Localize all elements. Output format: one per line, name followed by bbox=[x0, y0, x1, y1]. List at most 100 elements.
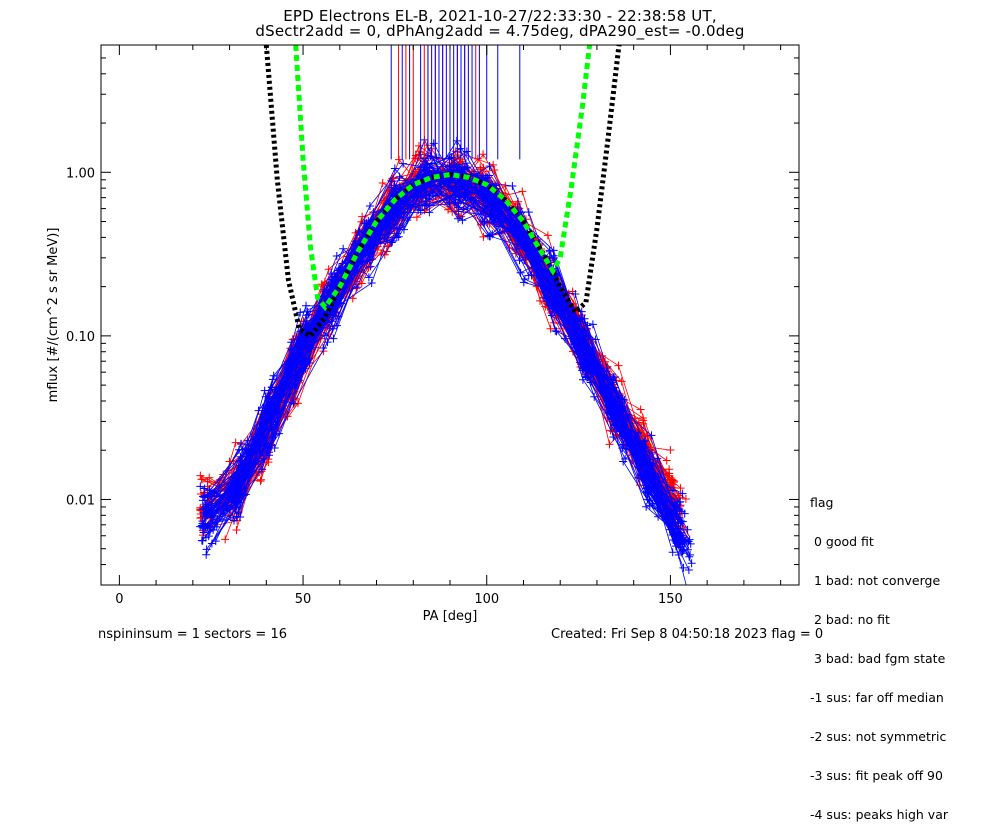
data-point bbox=[395, 203, 404, 212]
spectrum-line bbox=[208, 186, 681, 502]
spectrum-line bbox=[211, 185, 679, 518]
data-point bbox=[582, 357, 591, 366]
data-point bbox=[399, 159, 408, 168]
spectrum-line bbox=[202, 162, 677, 529]
spectrum-line bbox=[207, 178, 682, 544]
flag-legend: flag 0 good fit 1 bad: not converge 2 ba… bbox=[810, 470, 948, 834]
spectrum-line bbox=[213, 178, 678, 517]
data-point bbox=[485, 213, 494, 222]
data-point bbox=[621, 455, 630, 464]
spectrum-line bbox=[203, 170, 689, 550]
data-point bbox=[265, 407, 274, 416]
data-point bbox=[454, 203, 463, 212]
data-point bbox=[368, 255, 377, 264]
data-point bbox=[393, 229, 402, 238]
chart-plot: 0 50 100 150 0.01 0.10 1.00 PA [deg] mflux [#/… bbox=[46, 44, 800, 624]
legend-item: -1 sus: far off median bbox=[810, 690, 944, 705]
data-point bbox=[232, 512, 241, 521]
data-point bbox=[678, 489, 687, 498]
spectrum-line bbox=[211, 155, 676, 533]
data-point bbox=[489, 192, 498, 201]
data-point bbox=[296, 308, 305, 317]
data-point bbox=[681, 495, 690, 504]
spectrum-line bbox=[210, 160, 684, 528]
data-point bbox=[221, 535, 230, 544]
x-tick-label: 150 bbox=[658, 592, 683, 607]
footer-left: nspininsum = 1 sectors = 16 bbox=[98, 627, 287, 642]
data-point bbox=[365, 242, 374, 251]
data-point bbox=[653, 454, 662, 463]
data-point bbox=[302, 301, 311, 310]
spectrum-line bbox=[210, 171, 679, 520]
data-point bbox=[677, 516, 686, 525]
data-point bbox=[519, 278, 528, 287]
data-point bbox=[429, 189, 438, 198]
data-point bbox=[618, 395, 627, 404]
legend-item: -4 sus: peaks high var bbox=[810, 807, 949, 822]
data-point bbox=[543, 231, 552, 240]
data-point bbox=[422, 166, 431, 175]
spectrum-line bbox=[206, 163, 682, 543]
black-fit-curve bbox=[263, 45, 622, 340]
x-axis-label: PA [deg] bbox=[423, 609, 478, 624]
spectrum-line bbox=[209, 178, 683, 512]
data-point bbox=[486, 232, 495, 241]
data-point bbox=[679, 563, 688, 572]
spectrum-line bbox=[207, 158, 681, 507]
spectrum-line bbox=[202, 176, 684, 539]
data-point bbox=[394, 232, 403, 241]
data-point bbox=[485, 199, 494, 208]
data-point bbox=[518, 187, 527, 196]
data-point bbox=[480, 217, 489, 226]
data-point bbox=[454, 214, 463, 223]
data-point bbox=[638, 413, 647, 422]
data-point bbox=[255, 446, 264, 455]
spectrum-line bbox=[207, 169, 673, 508]
data-point bbox=[647, 431, 656, 440]
data-point bbox=[676, 497, 685, 506]
spectrum-line bbox=[200, 186, 677, 519]
data-point bbox=[656, 498, 665, 507]
data-point bbox=[231, 438, 240, 447]
data-point bbox=[204, 521, 213, 530]
data-point bbox=[364, 273, 373, 282]
data-point bbox=[422, 161, 431, 170]
data-point bbox=[545, 246, 554, 255]
data-point bbox=[617, 377, 626, 386]
data-point bbox=[644, 487, 653, 496]
data-point bbox=[236, 439, 245, 448]
data-point bbox=[285, 390, 294, 399]
data-point bbox=[685, 590, 693, 598]
data-point bbox=[588, 320, 597, 329]
legend-item: -2 sus: not symmetric bbox=[810, 729, 947, 744]
spectrum-line bbox=[205, 162, 686, 527]
data-point bbox=[339, 244, 348, 253]
data-point bbox=[256, 477, 265, 486]
spectrum-line bbox=[203, 187, 670, 511]
spectrum-line bbox=[203, 168, 684, 569]
data-point bbox=[287, 345, 296, 354]
data-point bbox=[475, 184, 484, 193]
data-point bbox=[331, 311, 340, 320]
data-point bbox=[458, 216, 467, 225]
data-point bbox=[202, 545, 211, 554]
data-point bbox=[444, 205, 453, 214]
data-point bbox=[209, 525, 218, 534]
y-axis-label: mflux [#/(cm^2 s sr MeV)] bbox=[46, 228, 61, 403]
spectrum-line bbox=[207, 174, 677, 512]
data-point bbox=[366, 262, 375, 271]
data-point bbox=[678, 517, 687, 526]
data-point bbox=[545, 300, 554, 309]
data-point bbox=[514, 240, 523, 249]
spectrum-line bbox=[199, 150, 681, 548]
spectrum-line bbox=[203, 177, 682, 536]
data-point bbox=[590, 392, 599, 401]
data-point bbox=[459, 205, 468, 214]
spectrum-line bbox=[200, 168, 679, 509]
spectrum-line bbox=[203, 181, 681, 544]
data-point bbox=[575, 315, 584, 324]
data-point bbox=[329, 334, 338, 343]
data-point bbox=[495, 222, 504, 231]
data-point bbox=[270, 444, 279, 453]
data-point bbox=[648, 448, 657, 457]
